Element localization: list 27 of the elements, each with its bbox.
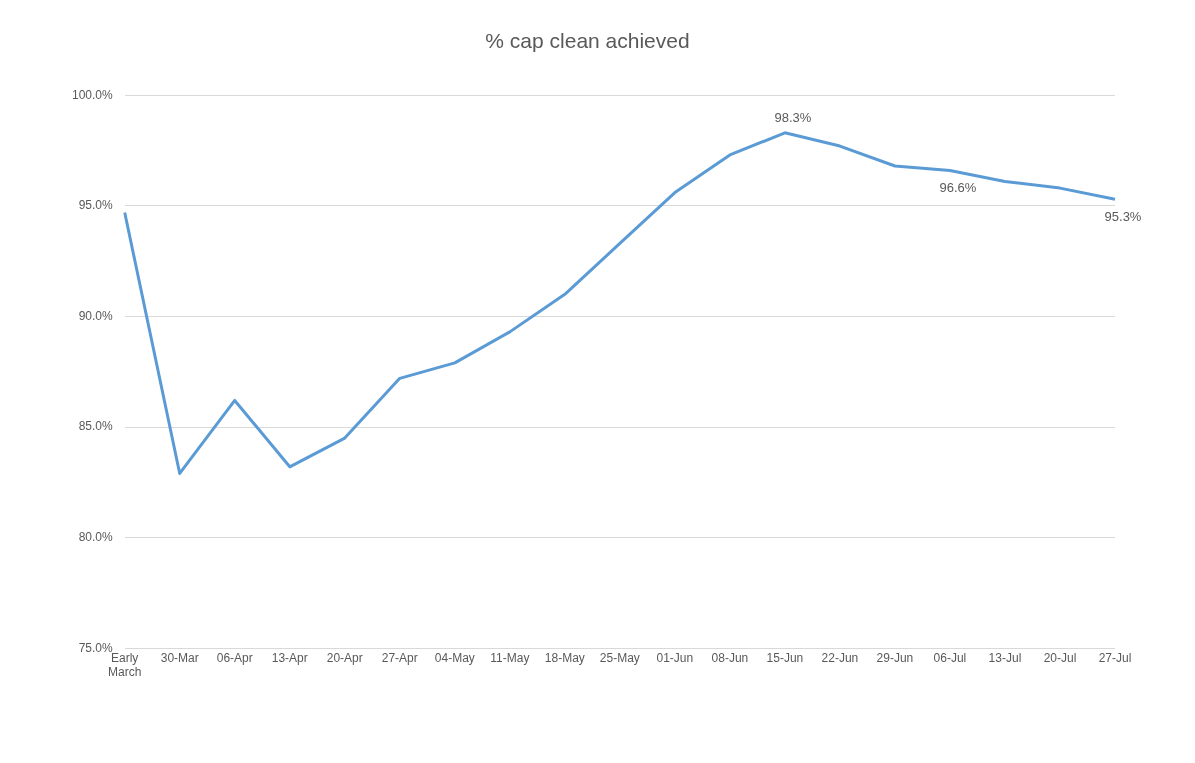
x-tick-label: 06-Jul [933,650,967,665]
x-tick-label: 08-Jun [711,650,749,665]
y-tick-label: 80.0% [78,529,114,544]
x-tick-label: 04-May [434,650,475,665]
x-tick-label: 20-Jul [1043,650,1077,665]
x-tick-label: 30-Mar [160,650,199,665]
x-tick-label: 22-Jun [821,650,859,665]
x-tick-label: 15-Jun [766,650,804,665]
x-tick-label: 06-Apr [216,650,253,665]
data-label: 95.3% [1104,209,1142,225]
x-tick-label: 01-Jun [656,650,694,665]
y-tick-label: 100.0% [72,87,114,102]
y-tick-label: 85.0% [78,419,114,434]
x-tick-label: 27-Jul [1098,650,1132,665]
x-tick-label: 25-May [599,650,640,665]
x-tick-label: 20-Apr [326,650,363,665]
x-tick-label: 29-Jun [876,650,914,665]
y-tick-label: 90.0% [78,308,114,323]
y-tick-label: 95.0% [78,198,114,213]
x-tick-label: 13-Apr [271,650,308,665]
x-tick-label: 27-Apr [381,650,418,665]
data-label: 96.6% [939,180,977,196]
chart-title: % cap clean achieved [485,29,690,53]
data-label: 98.3% [774,109,812,125]
x-tick-label: 18-May [544,650,585,665]
x-tick-label: 11-May [490,650,530,665]
x-tick-label: 13-Jul [988,650,1022,665]
